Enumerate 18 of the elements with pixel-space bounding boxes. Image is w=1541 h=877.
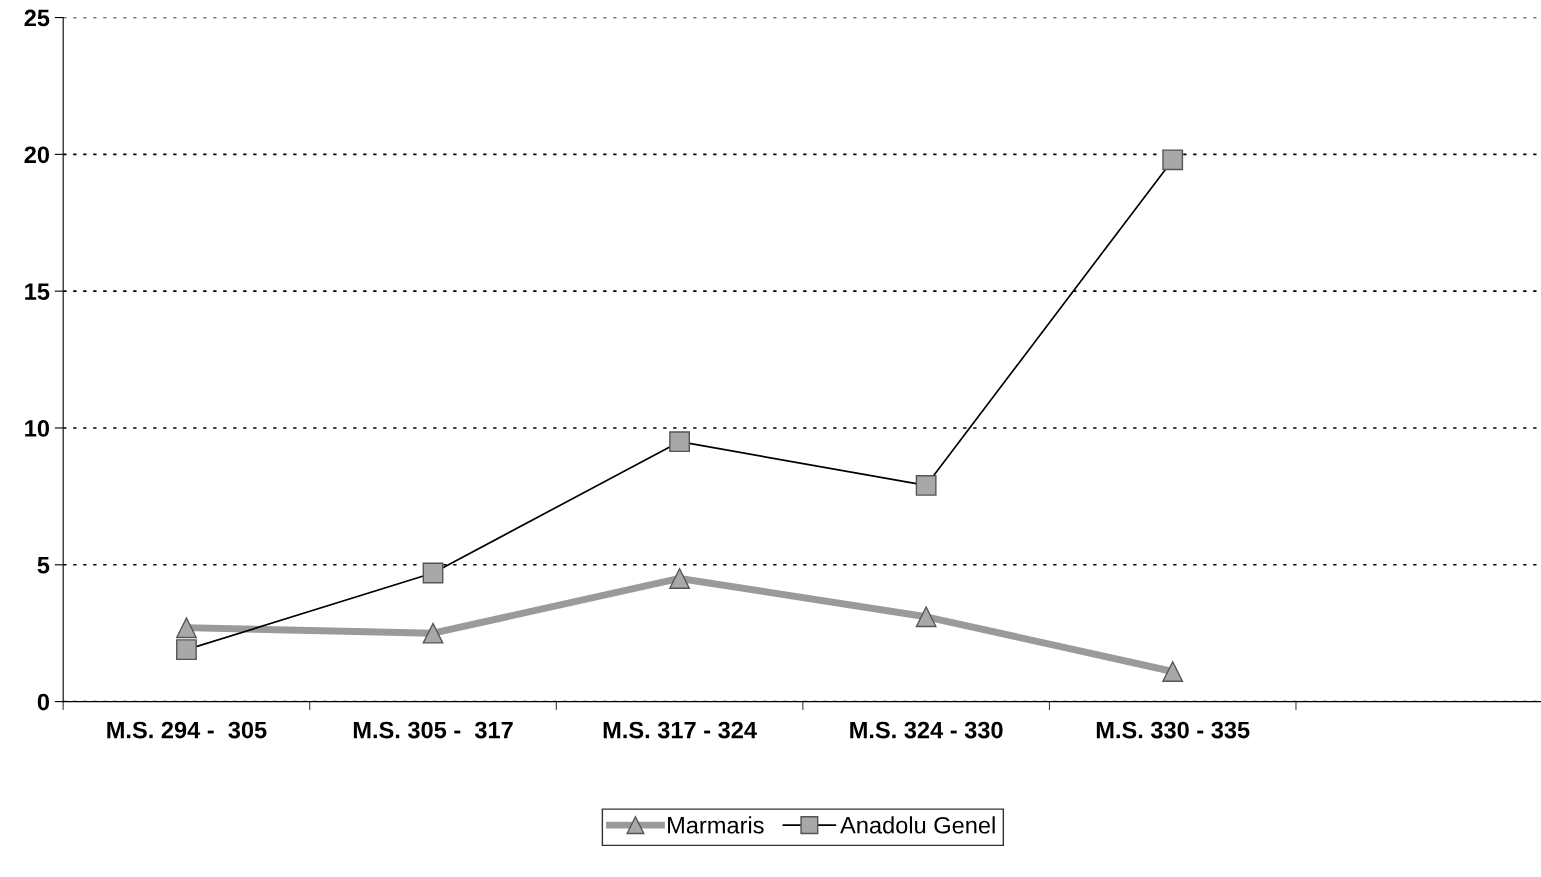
x-tick-label: M.S. 324 - 330 [850,721,1003,739]
point [422,622,444,644]
x-tick-label: M.S. 330 - 335 [1096,721,1250,739]
legend-label: Marmaris [668,816,764,834]
y-tick-label: 20 [24,146,50,164]
point [1162,661,1184,682]
x-tick-label: M.S. 294 - 305 [107,721,267,739]
y-tick-label: 25 [24,9,50,27]
point [176,617,197,639]
y-tick-label: 15 [25,283,50,300]
y-tick-label: 10 [25,420,50,437]
x-tick-label: M.S. 317 - 324 [603,721,757,739]
legend-label: Anadolu Genel [840,816,995,834]
y-tick-label: 0 [37,693,50,711]
point [669,568,690,589]
y-tick-label: 5 [37,557,50,574]
x-tick-label: M.S. 305 - 317 [353,721,513,739]
point [915,606,937,628]
